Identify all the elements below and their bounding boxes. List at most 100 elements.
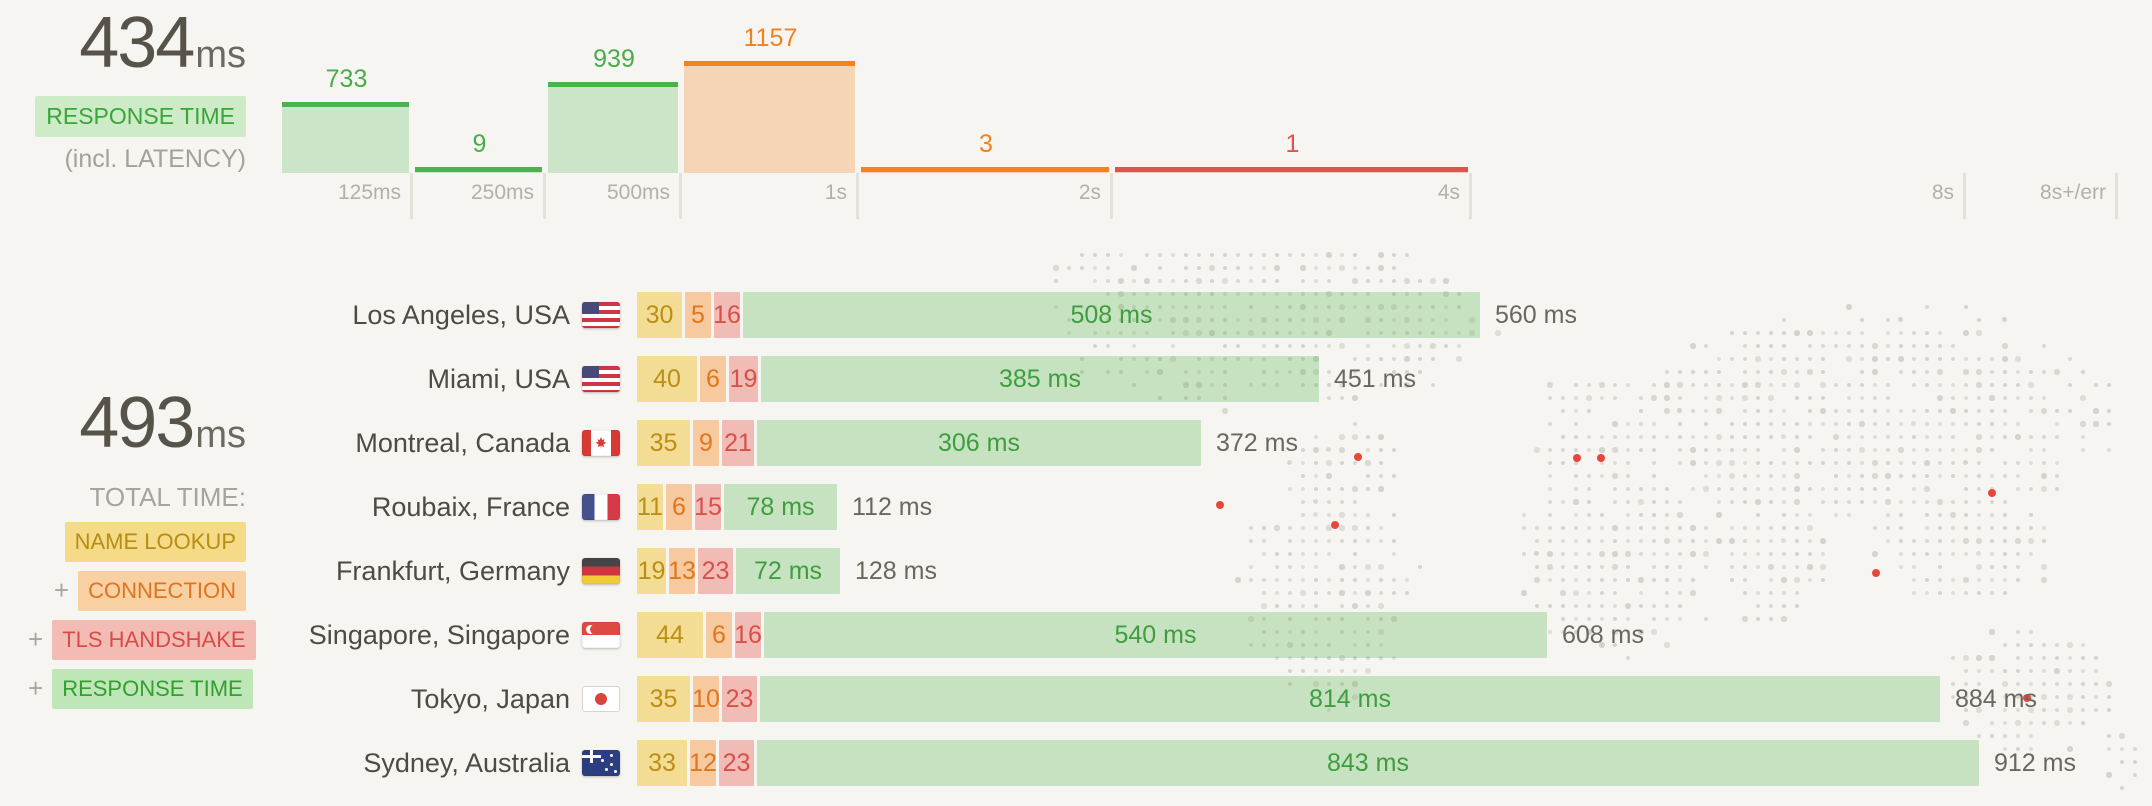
legend-line-g: + RESPONSE TIME: [28, 668, 253, 709]
location-row-miami: Miami, USA 40 6 19 385 ms 451 ms: [0, 347, 1416, 411]
response-time-bar: 78 ms: [724, 484, 837, 530]
location-name: Montreal, Canada: [355, 427, 570, 458]
flag-jp-icon: [582, 686, 620, 712]
location-row-roubaix: Roubaix, France 11 6 15 78 ms 112 ms: [0, 475, 932, 539]
response-time-badge: RESPONSE TIME: [35, 95, 246, 137]
total-time-value: 912 ms: [1994, 748, 2076, 777]
flag-au-stars: [610, 754, 613, 757]
connection-segment: 6: [666, 484, 692, 530]
connection-segment: 6: [706, 612, 732, 658]
response-time-histogram: 733 125ms 9 250ms 939 500ms 1157 1s 3 2s 1 4s 8s 8s+/…: [280, 24, 2120, 219]
histogram-count-label: 1157: [743, 24, 798, 52]
name-lookup-segment: 35: [637, 676, 690, 722]
tls-handshake-segment: 19: [729, 356, 758, 402]
location-name: Singapore, Singapore: [308, 619, 570, 650]
location-name: Frankfurt, Germany: [335, 555, 570, 586]
location-name: Miami, USA: [427, 363, 570, 394]
tls-handshake-segment: 23: [698, 548, 733, 594]
histogram-bar: [1115, 167, 1468, 173]
avg-response-time: 434ms: [28, 3, 246, 83]
histogram-bucket-500ms: 939 500ms: [546, 29, 682, 219]
total-time-label: TOTAL TIME:: [89, 481, 246, 512]
response-time-bar: 843 ms: [757, 740, 1979, 786]
tls-handshake-segment: 23: [719, 740, 754, 786]
connection-segment: 10: [692, 676, 720, 722]
avg-response-value: 434: [79, 3, 195, 83]
histogram-barwrap: [1115, 60, 1468, 173]
histogram-bucket-8s: 8s: [1472, 29, 1966, 219]
histogram-barwrap: [282, 60, 409, 173]
flag-sg-icon: [582, 622, 620, 648]
histogram-tick-label: 8s+/err: [1966, 173, 2118, 219]
histogram-tick-label: 2s: [859, 173, 1113, 219]
legend-badge-response-time: RESPONSE TIME: [52, 668, 253, 709]
name-lookup-segment: 30: [637, 292, 682, 338]
flag-ca-leaf: [595, 437, 607, 449]
histogram-count-label: 733: [325, 65, 368, 93]
response-time-bar: 306 ms: [757, 420, 1201, 466]
total-time-value: 451 ms: [1334, 364, 1416, 393]
location-row-frankfurt: Frankfurt, Germany 19 13 23 72 ms 128 ms: [0, 539, 937, 603]
response-time-bar: 508 ms: [743, 292, 1480, 338]
connection-segment: 9: [693, 420, 719, 466]
histogram-count-label: 939: [593, 45, 635, 73]
histogram-count-label: 3: [979, 130, 993, 158]
tls-handshake-segment: 23: [722, 676, 757, 722]
location-name: Roubaix, France: [371, 491, 570, 522]
response-time-bar: 72 ms: [736, 548, 840, 594]
flag-de-icon: [582, 558, 620, 584]
total-time-value: 608 ms: [1562, 620, 1644, 649]
tls-handshake-segment: 21: [722, 420, 754, 466]
total-time-summary: 493ms TOTAL TIME: NAME LOOKUP + CONNECTION…: [28, 385, 256, 709]
histogram-bucket-8s+/err: 8s+/err: [1966, 29, 2118, 219]
location-row-tokyo: Tokyo, Japan 35 10 23 814 ms 884 ms: [0, 667, 2037, 731]
location-row-los-angeles: Los Angeles, USA 30 5 16 508 ms 560 ms: [0, 283, 1577, 347]
location-name: Sydney, Australia: [363, 747, 570, 778]
avg-total-time: 493ms: [28, 385, 246, 462]
location-row-montreal: Montreal, Canada 35 9 21 306 ms 372 ms: [0, 411, 1298, 475]
histogram-tick-label: 250ms: [413, 173, 546, 219]
histogram-bucket-250ms: 9 250ms: [413, 29, 546, 219]
histogram-bar: [548, 82, 678, 173]
response-time-bar: 385 ms: [761, 356, 1319, 402]
histogram-tick-label: 1s: [682, 173, 859, 219]
response-time-bar: 540 ms: [764, 612, 1547, 658]
location-name: Los Angeles, USA: [352, 299, 570, 330]
avg-response-unit: ms: [195, 34, 246, 76]
histogram-tick-label: 500ms: [546, 173, 682, 219]
histogram-bucket-2s: 3 2s: [859, 29, 1113, 219]
location-row-sydney: Sydney, Australia 33 12 23 843 ms 912 ms: [0, 731, 2076, 795]
histogram-count-label: 9: [472, 130, 487, 158]
histogram-barwrap: [684, 60, 855, 173]
name-lookup-segment: 11: [637, 484, 663, 530]
legend-line-y: NAME LOOKUP: [28, 521, 246, 562]
total-time-value: 560 ms: [1495, 300, 1577, 329]
histogram-tick-label: 4s: [1113, 173, 1472, 219]
histogram-barwrap: [548, 60, 678, 173]
flag-jp-sun: [595, 693, 607, 705]
histogram-barwrap: [861, 60, 1109, 173]
location-row-singapore: Singapore, Singapore 44 6 16 540 ms 608 ms: [0, 603, 1644, 667]
location-name: Tokyo, Japan: [410, 683, 570, 714]
legend-badge-tls-handshake: TLS HANDSHAKE: [52, 619, 256, 660]
tls-handshake-segment: 16: [734, 612, 762, 658]
avg-total-unit: ms: [195, 414, 246, 456]
flag-us-icon: [582, 366, 620, 392]
total-time-value: 128 ms: [855, 556, 937, 585]
connection-segment: 6: [700, 356, 726, 402]
histogram-tick-label: 8s: [1472, 173, 1966, 219]
tls-handshake-segment: 16: [713, 292, 741, 338]
histogram-count-label: 1: [1285, 130, 1300, 158]
total-time-value: 112 ms: [852, 492, 933, 521]
histogram-bucket-125ms: 733 125ms: [280, 29, 413, 219]
total-time-value: 884 ms: [1955, 684, 2037, 713]
flag-fr-icon: [582, 494, 620, 520]
name-lookup-segment: 35: [637, 420, 690, 466]
histogram-bucket-1s: 1157 1s: [682, 24, 859, 219]
flag-au-jack: [582, 750, 601, 763]
histogram-tick-label: 125ms: [280, 173, 413, 219]
timing-legend: NAME LOOKUP + CONNECTION + TLS HANDSHAKE + RES…: [28, 521, 256, 709]
latency-note: (incl. LATENCY): [64, 144, 246, 173]
response-time-summary: 434ms RESPONSE TIME (incl. LATENCY): [28, 3, 246, 174]
